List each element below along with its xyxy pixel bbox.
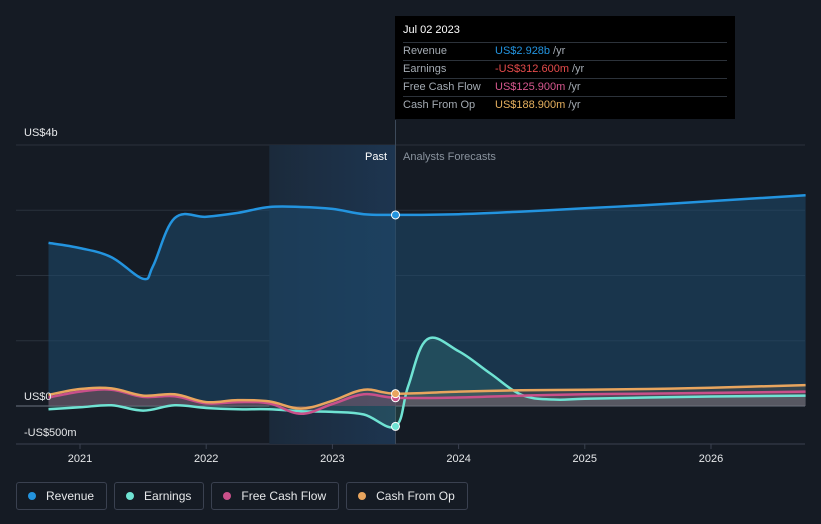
x-axis: 2021 2022 2023 2024 2025 2026 bbox=[68, 444, 723, 465]
legend-label: Cash From Op bbox=[376, 489, 455, 503]
legend-dot-icon bbox=[126, 492, 135, 500]
legend-label: Earnings bbox=[144, 489, 192, 503]
x-tick-label: 2021 bbox=[68, 453, 92, 465]
tooltip-row-cfo: Cash From Op US$188.900m/yr bbox=[403, 96, 727, 114]
data-tooltip: Jul 02 2023 Revenue US$2.928b/yr Earning… bbox=[395, 16, 735, 119]
legend-item-cash-from-op[interactable]: Cash From Op bbox=[346, 482, 468, 510]
y-axis-label-top: US$4b bbox=[24, 127, 58, 139]
line-cash-from-op bbox=[48, 383, 806, 410]
x-tick-label: 2024 bbox=[446, 453, 470, 465]
legend-dot-icon bbox=[223, 492, 232, 500]
tooltip-label: Revenue bbox=[403, 45, 448, 57]
legend-item-earnings[interactable]: Earnings bbox=[114, 482, 205, 510]
marker-revenue bbox=[391, 210, 400, 220]
area-revenue bbox=[48, 195, 806, 406]
y-axis-label-zero: US$0 bbox=[24, 391, 52, 403]
tooltip-row-earnings: Earnings -US$312.600m/yr bbox=[403, 60, 727, 78]
tooltip-value-fcf: US$125.900m/yr bbox=[495, 81, 581, 93]
tooltip-value-revenue: US$2.928b/yr bbox=[495, 45, 566, 57]
tooltip-row-revenue: Revenue US$2.928b/yr bbox=[403, 42, 727, 60]
legend-label: Free Cash Flow bbox=[241, 489, 327, 503]
legend-dot-icon bbox=[28, 492, 36, 500]
area-earnings bbox=[48, 337, 806, 428]
series-markers bbox=[391, 210, 400, 431]
tooltip-row-fcf: Free Cash Flow US$125.900m/yr bbox=[403, 78, 727, 96]
legend-item-revenue[interactable]: Revenue bbox=[16, 482, 108, 510]
legend-dot-icon bbox=[358, 492, 367, 500]
tooltip-date: Jul 02 2023 bbox=[403, 24, 460, 36]
tooltip-label: Cash From Op bbox=[403, 99, 476, 111]
x-tick-label: 2023 bbox=[320, 453, 344, 465]
tooltip-value-cfo: US$188.900m/yr bbox=[495, 99, 581, 111]
legend-label: Revenue bbox=[46, 489, 95, 503]
tooltip-label: Earnings bbox=[403, 63, 447, 75]
tooltip-value-earnings: -US$312.600m/yr bbox=[495, 63, 585, 75]
series-lines bbox=[48, 193, 806, 429]
x-tick-label: 2026 bbox=[699, 453, 723, 465]
y-axis-label-bottom: -US$500m bbox=[24, 427, 77, 439]
forecast-label: Analysts Forecasts bbox=[403, 151, 496, 163]
marker-earnings bbox=[391, 421, 400, 431]
chart-legend: Revenue Earnings Free Cash Flow Cash Fro… bbox=[16, 482, 468, 510]
tooltip-label: Free Cash Flow bbox=[403, 81, 481, 93]
line-revenue bbox=[48, 193, 806, 281]
x-tick-label: 2025 bbox=[573, 453, 597, 465]
past-label: Past bbox=[365, 151, 387, 163]
line-earnings bbox=[48, 336, 806, 429]
marker-cash-from-op bbox=[391, 389, 400, 399]
legend-item-free-cash-flow[interactable]: Free Cash Flow bbox=[211, 482, 340, 510]
area-free-cash-flow bbox=[48, 389, 806, 414]
x-tick-label: 2022 bbox=[194, 453, 218, 465]
